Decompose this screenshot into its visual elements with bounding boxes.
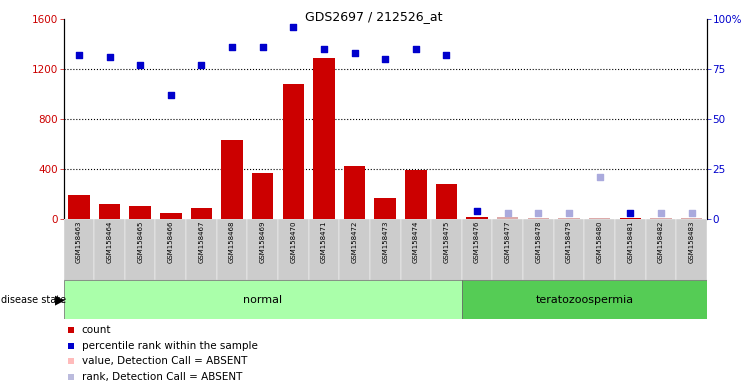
Text: GSM158479: GSM158479 <box>566 221 572 263</box>
Point <box>410 46 422 52</box>
Text: disease state: disease state <box>1 295 66 305</box>
Point <box>533 210 545 216</box>
Text: GSM158478: GSM158478 <box>536 221 542 263</box>
Bar <box>589 218 610 219</box>
Text: GSM158474: GSM158474 <box>413 221 419 263</box>
Bar <box>248 219 278 280</box>
Point <box>502 210 514 216</box>
Text: count: count <box>82 326 111 336</box>
Point <box>257 44 269 50</box>
Bar <box>94 219 125 280</box>
Text: percentile rank within the sample: percentile rank within the sample <box>82 341 257 351</box>
Point <box>471 208 483 214</box>
Bar <box>313 58 334 219</box>
Bar <box>99 204 120 219</box>
Point <box>287 24 299 30</box>
Bar <box>221 140 243 219</box>
Text: GSM158464: GSM158464 <box>106 221 112 263</box>
Text: GDS2697 / 212526_at: GDS2697 / 212526_at <box>305 10 443 23</box>
Point <box>379 56 391 62</box>
Text: GSM158470: GSM158470 <box>290 221 296 263</box>
Bar <box>646 219 676 280</box>
Bar <box>619 218 641 219</box>
Bar <box>129 207 151 219</box>
Point <box>65 358 77 364</box>
Point <box>563 210 575 216</box>
Bar <box>650 218 672 219</box>
Bar <box>681 218 702 219</box>
Bar <box>125 219 156 280</box>
Bar <box>344 167 365 219</box>
Point <box>655 210 667 216</box>
Bar <box>156 219 186 280</box>
Text: GSM158472: GSM158472 <box>352 221 358 263</box>
Point <box>441 52 453 58</box>
Bar <box>462 219 492 280</box>
Point <box>103 54 115 60</box>
Point <box>65 328 77 334</box>
Text: GSM158463: GSM158463 <box>76 221 82 263</box>
Text: GSM158476: GSM158476 <box>474 221 480 263</box>
Point <box>65 343 77 349</box>
Text: GSM158483: GSM158483 <box>689 221 695 263</box>
Bar <box>400 219 431 280</box>
Bar <box>462 280 707 319</box>
Bar <box>370 219 400 280</box>
Bar <box>160 213 182 219</box>
Text: GSM158473: GSM158473 <box>382 221 388 263</box>
Text: GSM158465: GSM158465 <box>137 221 143 263</box>
Point <box>686 210 698 216</box>
Bar <box>191 208 212 219</box>
Bar <box>64 280 462 319</box>
Bar <box>554 219 584 280</box>
Bar <box>436 184 457 219</box>
Bar <box>252 173 274 219</box>
Point <box>625 210 637 216</box>
Text: GSM158475: GSM158475 <box>444 221 450 263</box>
Text: GSM158467: GSM158467 <box>198 221 204 263</box>
Bar <box>309 219 340 280</box>
Text: ▶: ▶ <box>55 293 64 306</box>
Bar <box>584 219 615 280</box>
Text: teratozoospermia: teratozoospermia <box>536 295 634 305</box>
Bar <box>217 219 248 280</box>
Point <box>318 46 330 52</box>
Text: GSM158466: GSM158466 <box>168 221 174 263</box>
Bar <box>186 219 217 280</box>
Bar <box>467 217 488 219</box>
Bar <box>523 219 554 280</box>
Bar <box>558 218 580 219</box>
Text: value, Detection Call = ABSENT: value, Detection Call = ABSENT <box>82 356 247 366</box>
Point <box>594 174 606 180</box>
Point <box>165 92 177 98</box>
Text: GSM158477: GSM158477 <box>505 221 511 263</box>
Bar <box>340 219 370 280</box>
Point <box>134 62 146 68</box>
Text: GSM158482: GSM158482 <box>658 221 664 263</box>
Text: normal: normal <box>243 295 282 305</box>
Bar <box>278 219 309 280</box>
Bar <box>615 219 646 280</box>
Text: GSM158480: GSM158480 <box>597 221 603 263</box>
Bar <box>527 218 549 219</box>
Text: GSM158468: GSM158468 <box>229 221 235 263</box>
Point <box>65 374 77 381</box>
Text: GSM158469: GSM158469 <box>260 221 266 263</box>
Text: GSM158481: GSM158481 <box>628 221 634 263</box>
Bar <box>405 170 426 219</box>
Bar <box>283 84 304 219</box>
Bar <box>492 219 523 280</box>
Point <box>73 52 85 58</box>
Bar <box>68 195 90 219</box>
Point <box>195 62 207 68</box>
Point <box>349 50 361 56</box>
Bar <box>497 217 518 219</box>
Bar <box>375 198 396 219</box>
Text: rank, Detection Call = ABSENT: rank, Detection Call = ABSENT <box>82 372 242 382</box>
Point <box>226 44 238 50</box>
Text: GSM158471: GSM158471 <box>321 221 327 263</box>
Bar <box>64 219 94 280</box>
Bar <box>431 219 462 280</box>
Bar <box>676 219 707 280</box>
